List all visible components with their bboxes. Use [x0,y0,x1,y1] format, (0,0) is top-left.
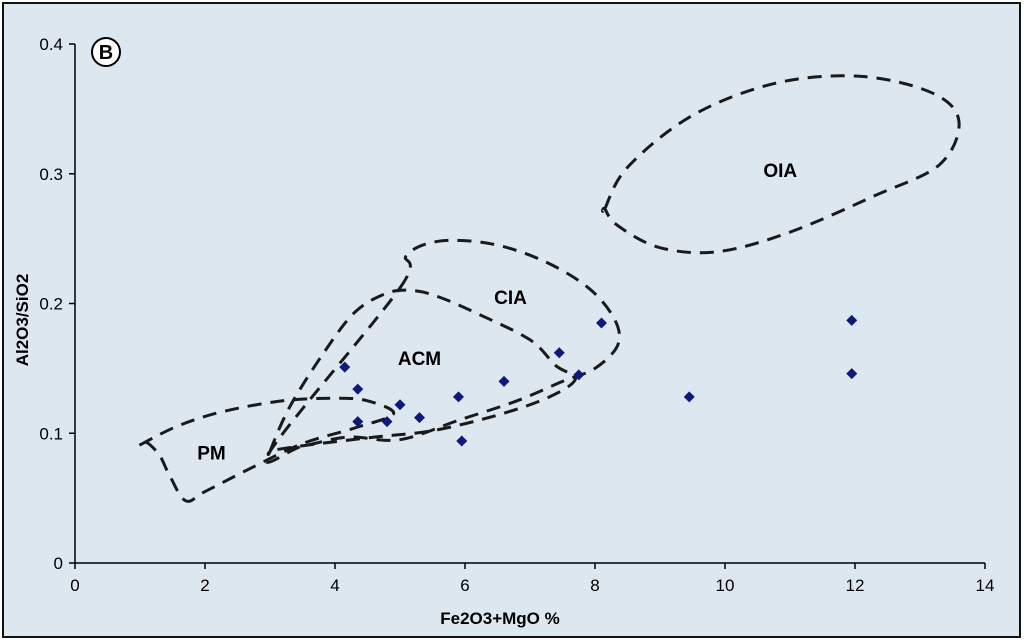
x-axis-title: Fe2O3+MgO % [440,609,560,628]
region-cia-outline [264,238,621,464]
data-point [456,435,468,447]
y-tick-label: 0.4 [39,35,63,54]
x-tick-label: 12 [846,576,865,595]
x-tick-label: 0 [70,576,79,595]
x-tick-label: 10 [716,576,735,595]
panel-label: B [91,37,121,67]
x-tick-label: 8 [590,576,599,595]
y-axis-title: Al2O3/SiO2 [13,274,32,367]
region-pm-label: PM [197,444,226,465]
y-tick-label: 0.2 [39,295,63,314]
x-tick-label: 2 [200,576,209,595]
panel-label-circle [91,37,121,67]
region-layer [136,74,961,503]
data-point [498,375,510,387]
y-tick-label: 0.1 [39,424,63,443]
labels: B Fe2O3+MgO % Al2O3/SiO2 PM ACM CIA OIA [13,37,797,628]
data-point [553,347,565,359]
data-point [596,317,607,329]
y-tick-label: 0.3 [39,165,63,184]
x-tick-label: 4 [330,576,339,595]
panel-label-text: B [99,42,113,64]
region-oia-label: OIA [763,161,797,182]
data-point [453,391,464,403]
region-cia-label: CIA [494,288,527,309]
data-point [352,416,364,428]
data-point [573,369,585,381]
y-tick-label: 0 [54,554,63,573]
data-point [414,412,425,424]
x-tick-label: 6 [460,576,469,595]
data-point [381,416,393,428]
data-point [846,314,858,326]
region-oia-outline [601,74,961,255]
region-pm-outline [136,396,396,503]
axes: 0 2 4 6 8 10 12 14 0 0.1 0.2 0.3 0.4 [39,35,994,595]
data-point [352,383,364,395]
region-acm-outline [266,288,577,456]
data-point [339,361,351,373]
region-acm-label: ACM [398,349,441,370]
data-points [339,314,858,447]
data-point [683,391,695,403]
data-point [394,399,406,411]
data-point [846,368,858,380]
x-tick-label: 14 [976,576,995,595]
